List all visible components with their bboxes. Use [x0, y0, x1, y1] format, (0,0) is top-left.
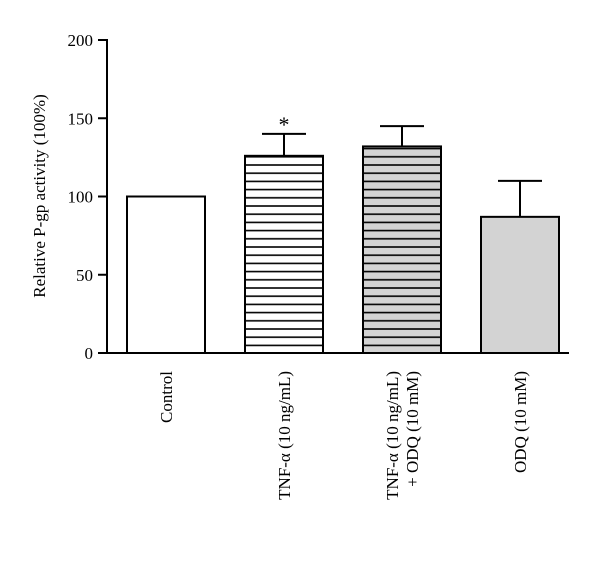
- y-tick-label: 0: [85, 344, 94, 363]
- x-category-label: Control: [157, 371, 176, 423]
- bar: [362, 145, 442, 354]
- y-tick-label: 200: [68, 31, 94, 50]
- x-category-label: + ODQ (10 mM): [403, 371, 422, 487]
- x-category-label: TNF-α (10 ng/mL): [383, 371, 402, 500]
- y-tick-label: 50: [76, 266, 93, 285]
- bars: *: [126, 112, 560, 354]
- bar: [126, 195, 206, 354]
- y-axis-title: Relative P-gp activity (100%): [30, 94, 49, 297]
- x-category-label: ODQ (10 mM): [511, 371, 530, 473]
- x-axis: Control TNF-α (10 ng/mL) TNF-α (10 ng/mL) +…: [106, 352, 569, 500]
- y-tick-label: 100: [68, 188, 94, 207]
- y-tick-label: 150: [68, 109, 94, 128]
- bar: [480, 215, 560, 354]
- significance-marker: *: [279, 112, 290, 137]
- y-axis: 0 50 100 150 200: [68, 31, 108, 363]
- bar: [244, 154, 324, 354]
- x-category-label: TNF-α (10 ng/mL): [275, 371, 294, 500]
